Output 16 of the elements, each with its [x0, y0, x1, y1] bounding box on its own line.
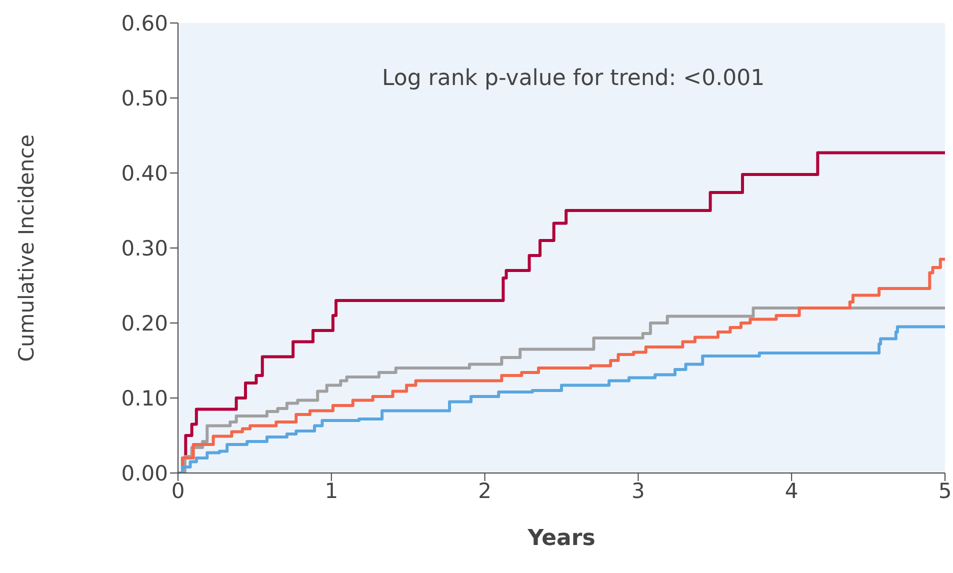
y-tick-label: 0.00: [121, 461, 168, 486]
x-tick-label: 1: [324, 478, 338, 503]
x-tick-label: 5: [938, 478, 952, 503]
y-tick-label: 0.40: [121, 161, 168, 186]
x-tick-label: 0: [171, 478, 185, 503]
y-tick-label: 0.30: [121, 236, 168, 260]
y-tick-label: 0.50: [121, 86, 168, 110]
x-axis-title: Years: [526, 526, 596, 551]
y-tick-label: 0.60: [121, 11, 168, 36]
y-axis-title: Cumulative Incidence: [14, 134, 38, 362]
annotation: Log rank p-value for trend: <0.001: [382, 66, 765, 91]
y-tick-label: 0.10: [121, 386, 168, 410]
x-tick-label: 3: [632, 478, 645, 503]
x-tick-label: 2: [478, 478, 492, 503]
y-tick-label: 0.20: [121, 311, 168, 336]
x-tick-label: 4: [784, 478, 798, 503]
